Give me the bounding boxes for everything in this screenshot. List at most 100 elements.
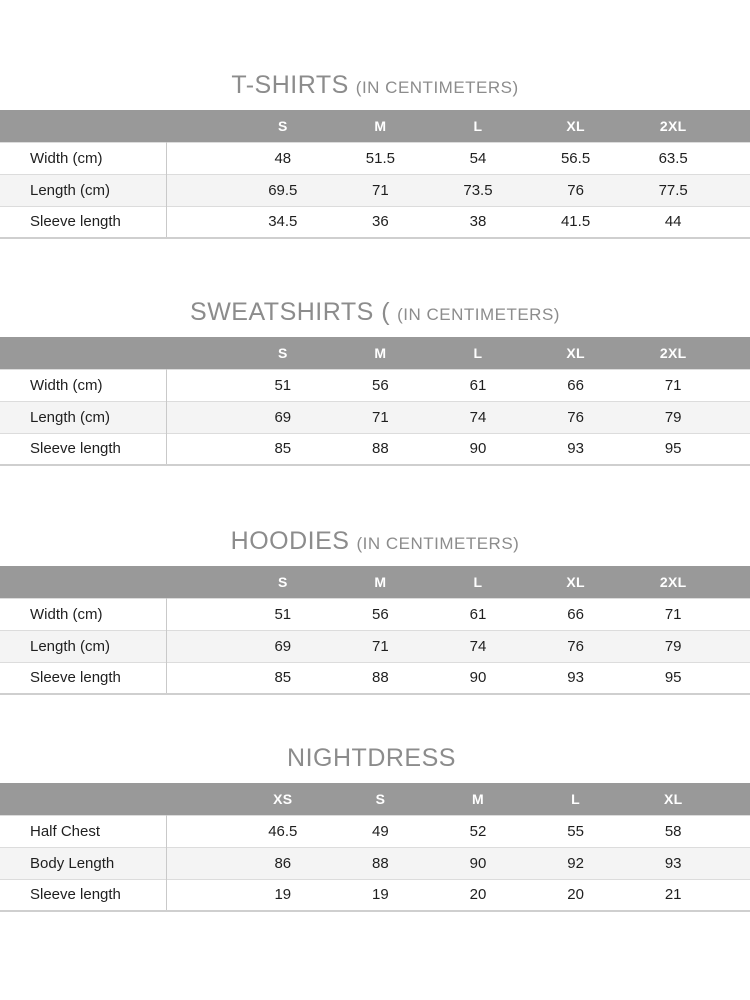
- size-value-cell: 79: [624, 400, 722, 433]
- row-label: Width (cm): [0, 368, 167, 401]
- row-spacer: [166, 846, 234, 879]
- size-column-header: M: [331, 566, 430, 598]
- header-spacer: [722, 110, 750, 142]
- size-column-header: M: [331, 337, 430, 369]
- size-value-cell: 55: [526, 814, 625, 847]
- row-label: Body Length: [0, 846, 167, 879]
- size-value-cell: 93: [526, 661, 625, 694]
- row-label: Length (cm): [0, 629, 167, 662]
- size-value-cell: 90: [429, 661, 527, 694]
- header-spacer: [166, 110, 234, 142]
- row-spacer: [722, 629, 750, 662]
- size-column-header: XS: [234, 783, 332, 815]
- size-value-cell: 46.5: [234, 814, 332, 847]
- size-table: S M L XL 2XL Width (cm) 48 51.5 54 56.5 63.5 Lengt…: [0, 110, 750, 239]
- size-column-header: L: [429, 110, 527, 142]
- size-value-cell: 71: [624, 597, 722, 630]
- size-value-cell: 56: [331, 368, 430, 401]
- row-label: Length (cm): [0, 173, 167, 206]
- header-spacer: [0, 110, 166, 142]
- size-value-cell: 44: [624, 205, 722, 238]
- size-chart-section: SWEATSHIRTS ( (IN CENTIMETERS) S M L XL 2XL: [0, 297, 750, 466]
- row-spacer: [166, 629, 234, 662]
- size-value-cell: 74: [429, 629, 527, 662]
- row-spacer: [722, 173, 750, 206]
- size-column-header: L: [429, 566, 527, 598]
- size-value-cell: 79: [624, 629, 722, 662]
- header-spacer: [0, 337, 166, 369]
- size-header-row: S M L XL 2XL: [0, 337, 750, 369]
- row-spacer: [722, 846, 750, 879]
- size-column-header: M: [331, 110, 430, 142]
- size-value-cell: 77.5: [624, 173, 722, 206]
- row-label: Length (cm): [0, 400, 167, 433]
- table-row: Length (cm) 69 71 74 76 79: [0, 400, 750, 433]
- size-value-cell: 19: [331, 878, 430, 911]
- row-spacer: [166, 597, 234, 630]
- size-value-cell: 85: [234, 432, 332, 465]
- row-spacer: [166, 814, 234, 847]
- size-value-cell: 76: [526, 173, 625, 206]
- size-column-header: 2XL: [624, 110, 722, 142]
- row-spacer: [722, 661, 750, 694]
- row-spacer: [722, 400, 750, 433]
- size-value-cell: 51.5: [331, 141, 430, 174]
- size-value-cell: 66: [526, 368, 625, 401]
- size-value-cell: 52: [429, 814, 527, 847]
- row-label: Sleeve length: [0, 661, 167, 694]
- size-value-cell: 76: [526, 400, 625, 433]
- row-spacer: [722, 597, 750, 630]
- table-row: Sleeve length 85 88 90 93 95: [0, 432, 750, 465]
- row-label: Width (cm): [0, 597, 167, 630]
- header-spacer: [722, 783, 750, 815]
- section-title: HOODIES (IN CENTIMETERS): [0, 526, 750, 556]
- size-value-cell: 51: [234, 368, 332, 401]
- size-value-cell: 56.5: [526, 141, 625, 174]
- size-value-cell: 95: [624, 432, 722, 465]
- size-value-cell: 49: [331, 814, 430, 847]
- size-value-cell: 69: [234, 400, 332, 433]
- size-value-cell: 93: [526, 432, 625, 465]
- size-value-cell: 71: [331, 629, 430, 662]
- size-chart-section: NIGHTDRESS XS S M L XL Half Chest 46.5 49 52 5: [0, 743, 750, 912]
- row-spacer: [722, 878, 750, 911]
- size-value-cell: 73.5: [429, 173, 527, 206]
- section-title-text: SWEATSHIRTS (: [190, 298, 391, 326]
- section-title: NIGHTDRESS: [0, 743, 750, 773]
- size-value-cell: 88: [331, 432, 430, 465]
- row-spacer: [166, 368, 234, 401]
- size-value-cell: 19: [234, 878, 332, 911]
- size-chart-section: T-SHIRTS (IN CENTIMETERS) S M L XL 2XL Widt: [0, 0, 750, 239]
- table-row: Half Chest 46.5 49 52 55 58: [0, 814, 750, 847]
- size-value-cell: 71: [331, 400, 430, 433]
- row-label: Sleeve length: [0, 432, 167, 465]
- table-row: Body Length 86 88 90 92 93: [0, 846, 750, 879]
- row-spacer: [166, 173, 234, 206]
- table-row: Width (cm) 51 56 61 66 71: [0, 368, 750, 401]
- size-value-cell: 71: [331, 173, 430, 206]
- row-spacer: [722, 368, 750, 401]
- size-value-cell: 63.5: [624, 141, 722, 174]
- size-value-cell: 69.5: [234, 173, 332, 206]
- size-column-header: 2XL: [624, 337, 722, 369]
- row-spacer: [166, 141, 234, 174]
- size-value-cell: 38: [429, 205, 527, 238]
- row-spacer: [166, 661, 234, 694]
- row-spacer: [722, 432, 750, 465]
- size-header-row: S M L XL 2XL: [0, 110, 750, 142]
- header-spacer: [0, 566, 166, 598]
- size-column-header: XL: [624, 783, 722, 815]
- size-value-cell: 88: [331, 661, 430, 694]
- row-spacer: [722, 141, 750, 174]
- size-column-header: XL: [526, 337, 625, 369]
- size-value-cell: 41.5: [526, 205, 625, 238]
- size-value-cell: 34.5: [234, 205, 332, 238]
- section-title: T-SHIRTS (IN CENTIMETERS): [0, 70, 750, 100]
- table-row: Length (cm) 69.5 71 73.5 76 77.5: [0, 173, 750, 206]
- header-spacer: [0, 783, 166, 815]
- section-title-text: HOODIES: [230, 527, 350, 555]
- size-value-cell: 76: [526, 629, 625, 662]
- section-title-units: (IN CENTIMETERS): [397, 305, 560, 324]
- size-value-cell: 69: [234, 629, 332, 662]
